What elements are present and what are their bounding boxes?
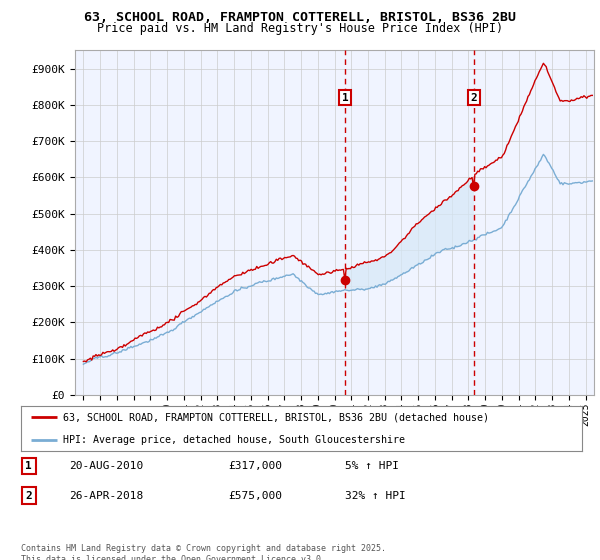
Text: 26-APR-2018: 26-APR-2018	[69, 491, 143, 501]
Text: £575,000: £575,000	[228, 491, 282, 501]
Text: 5% ↑ HPI: 5% ↑ HPI	[345, 461, 399, 471]
Text: 2: 2	[25, 491, 32, 501]
Text: 32% ↑ HPI: 32% ↑ HPI	[345, 491, 406, 501]
Text: 63, SCHOOL ROAD, FRAMPTON COTTERELL, BRISTOL, BS36 2BU (detached house): 63, SCHOOL ROAD, FRAMPTON COTTERELL, BRI…	[63, 412, 489, 422]
Text: 20-AUG-2010: 20-AUG-2010	[69, 461, 143, 471]
Text: 1: 1	[25, 461, 32, 471]
Text: Contains HM Land Registry data © Crown copyright and database right 2025.
This d: Contains HM Land Registry data © Crown c…	[21, 544, 386, 560]
Text: 63, SCHOOL ROAD, FRAMPTON COTTERELL, BRISTOL, BS36 2BU: 63, SCHOOL ROAD, FRAMPTON COTTERELL, BRI…	[84, 11, 516, 24]
Text: £317,000: £317,000	[228, 461, 282, 471]
Text: HPI: Average price, detached house, South Gloucestershire: HPI: Average price, detached house, Sout…	[63, 435, 405, 445]
Text: 2: 2	[470, 92, 477, 102]
Text: Price paid vs. HM Land Registry's House Price Index (HPI): Price paid vs. HM Land Registry's House …	[97, 22, 503, 35]
Text: 1: 1	[342, 92, 349, 102]
